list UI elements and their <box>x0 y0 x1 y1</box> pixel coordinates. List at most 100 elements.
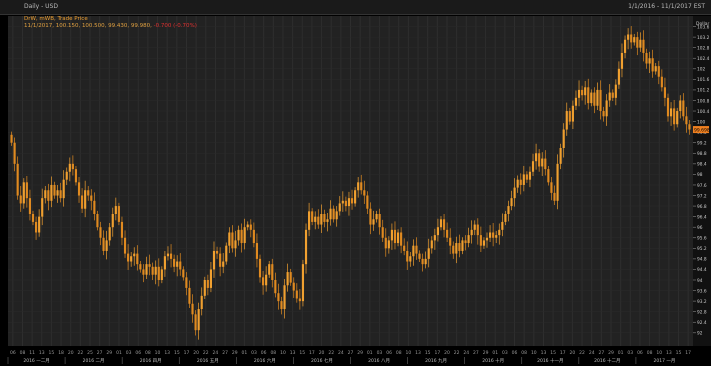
y-tick-label: 100.8 <box>697 98 710 104</box>
x-tick-label: 06 <box>135 350 141 356</box>
candle-body <box>332 208 335 220</box>
candle-body <box>19 195 22 204</box>
candle-body <box>439 219 443 228</box>
x-tick-label: 22 <box>203 350 209 356</box>
candle-body <box>188 287 191 304</box>
candle-body <box>185 277 188 288</box>
candle-body <box>562 129 565 148</box>
y-tick-label: 100 <box>697 119 705 125</box>
candle-body <box>111 214 114 228</box>
y-tick-label: 95.2 <box>697 246 707 252</box>
candle-body <box>65 171 68 180</box>
candle-body <box>587 87 590 104</box>
candle-body <box>277 293 280 302</box>
y-tick-label: 96.8 <box>697 204 707 210</box>
candle-body <box>16 163 19 196</box>
candle-body <box>559 148 562 164</box>
month-label: 2016 七月 <box>311 357 333 364</box>
candle-body <box>565 111 568 130</box>
x-tick-label: 03 <box>377 350 383 356</box>
x-tick-label: 11 <box>29 350 35 356</box>
x-tick-label: 27 <box>348 350 354 356</box>
x-tick-label: 17 <box>434 350 440 356</box>
candle-body <box>657 66 660 77</box>
candle-body <box>10 134 13 143</box>
x-tick-label: 01 <box>242 350 248 356</box>
candle-body <box>344 200 347 207</box>
candle-body <box>47 190 50 201</box>
candle-body <box>292 282 295 291</box>
x-tick-label: 29 <box>608 350 614 356</box>
candle-body <box>375 214 378 220</box>
candle-body <box>99 227 102 238</box>
candle-body <box>623 39 627 53</box>
x-tick-label: 20 <box>319 350 325 356</box>
candle-body <box>479 235 482 246</box>
candle-body <box>528 171 532 180</box>
candle-body <box>295 290 298 299</box>
candle-body <box>127 253 130 262</box>
candle-body <box>77 182 81 196</box>
candle-body <box>577 89 581 98</box>
candle-body <box>179 261 182 270</box>
candle-body <box>317 216 320 225</box>
candle-body <box>535 153 538 162</box>
candle-body <box>464 240 467 244</box>
legend-change: -0.700 (-0.70%) <box>153 23 197 29</box>
candle-body <box>495 235 498 238</box>
x-tick-label: 10 <box>155 350 161 356</box>
candle-body <box>228 232 231 246</box>
y-tick-label: 93.6 <box>697 288 707 294</box>
candle-body <box>676 111 679 125</box>
month-label: 2016 十月 <box>482 357 504 364</box>
candle-body <box>56 190 59 196</box>
y-tick-label: 94 <box>697 278 703 284</box>
y-tick-label: 101.2 <box>697 88 710 94</box>
y-tick-label: 102 <box>697 67 705 73</box>
candle-body <box>31 214 35 222</box>
candle-body <box>427 248 430 259</box>
candle-body <box>476 224 479 236</box>
candle-body <box>654 66 657 72</box>
candle-body <box>513 187 516 199</box>
x-tick-label: 24 <box>463 350 469 356</box>
candle-body <box>62 179 65 199</box>
y-tick-label: 101.6 <box>697 77 710 83</box>
month-label: 2016 十二月 <box>594 357 620 364</box>
x-tick-label: 27 <box>97 350 103 356</box>
candle-body <box>617 68 620 85</box>
candle-body <box>455 243 458 254</box>
candle-body <box>151 266 154 275</box>
candle-body <box>215 250 219 254</box>
candle-body <box>660 76 663 88</box>
candle-body <box>492 232 495 238</box>
candle-body <box>206 280 209 288</box>
candle-body <box>436 227 439 236</box>
candle-body <box>584 87 587 96</box>
candle-body <box>400 232 403 246</box>
candle-body <box>547 169 550 183</box>
window-title: Daily - USD <box>24 3 58 10</box>
x-tick-label: 08 <box>270 350 276 356</box>
candle-body <box>194 314 197 331</box>
candle-body <box>301 264 305 302</box>
x-tick-label: 29 <box>357 350 363 356</box>
candle-body <box>314 216 317 222</box>
candle-body <box>590 92 593 104</box>
x-tick-label: 08 <box>145 350 151 356</box>
x-tick-label: 20 <box>193 350 199 356</box>
candle-body <box>442 219 446 230</box>
candle-body <box>173 258 176 267</box>
x-tick-label: 29 <box>106 350 112 356</box>
candle-body <box>485 237 489 241</box>
candle-body <box>222 261 225 267</box>
candle-body <box>234 240 237 249</box>
candle-body <box>350 198 354 204</box>
candle-body <box>608 92 611 101</box>
x-tick-label: 17 <box>184 350 190 356</box>
candle-body <box>123 237 127 254</box>
x-tick-label: 13 <box>541 350 547 356</box>
candle-body <box>25 182 28 199</box>
